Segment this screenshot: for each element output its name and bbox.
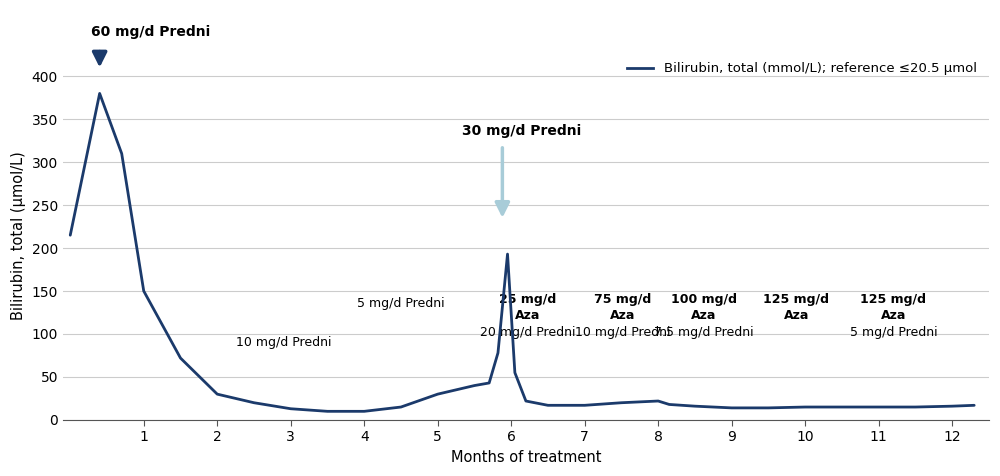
Text: 10 mg/d Predni: 10 mg/d Predni — [575, 326, 671, 339]
Text: 7.5 mg/d Predni: 7.5 mg/d Predni — [654, 326, 754, 339]
Legend: Bilirubin, total (mmol/L); reference ≤20.5 μmol: Bilirubin, total (mmol/L); reference ≤20… — [622, 57, 982, 80]
Text: 10 mg/d Predni: 10 mg/d Predni — [236, 336, 331, 348]
Text: 125 mg/d
Aza: 125 mg/d Aza — [763, 293, 829, 322]
Text: 25 mg/d
Aza: 25 mg/d Aza — [499, 293, 556, 322]
Text: 30 mg/d Predni: 30 mg/d Predni — [462, 124, 581, 138]
X-axis label: Months of treatment: Months of treatment — [451, 450, 601, 465]
Text: 60 mg/d Predni: 60 mg/d Predni — [91, 25, 210, 40]
Text: 5 mg/d Predni: 5 mg/d Predni — [850, 326, 937, 339]
Text: 75 mg/d
Aza: 75 mg/d Aza — [594, 293, 652, 322]
Text: 20 mg/d Predni: 20 mg/d Predni — [480, 326, 575, 339]
Text: 100 mg/d
Aza: 100 mg/d Aza — [671, 293, 737, 322]
Text: 5 mg/d Predni: 5 mg/d Predni — [357, 297, 445, 310]
Y-axis label: Bilirubin, total (μmol/L): Bilirubin, total (μmol/L) — [11, 151, 26, 319]
Text: 125 mg/d
Aza: 125 mg/d Aza — [860, 293, 926, 322]
